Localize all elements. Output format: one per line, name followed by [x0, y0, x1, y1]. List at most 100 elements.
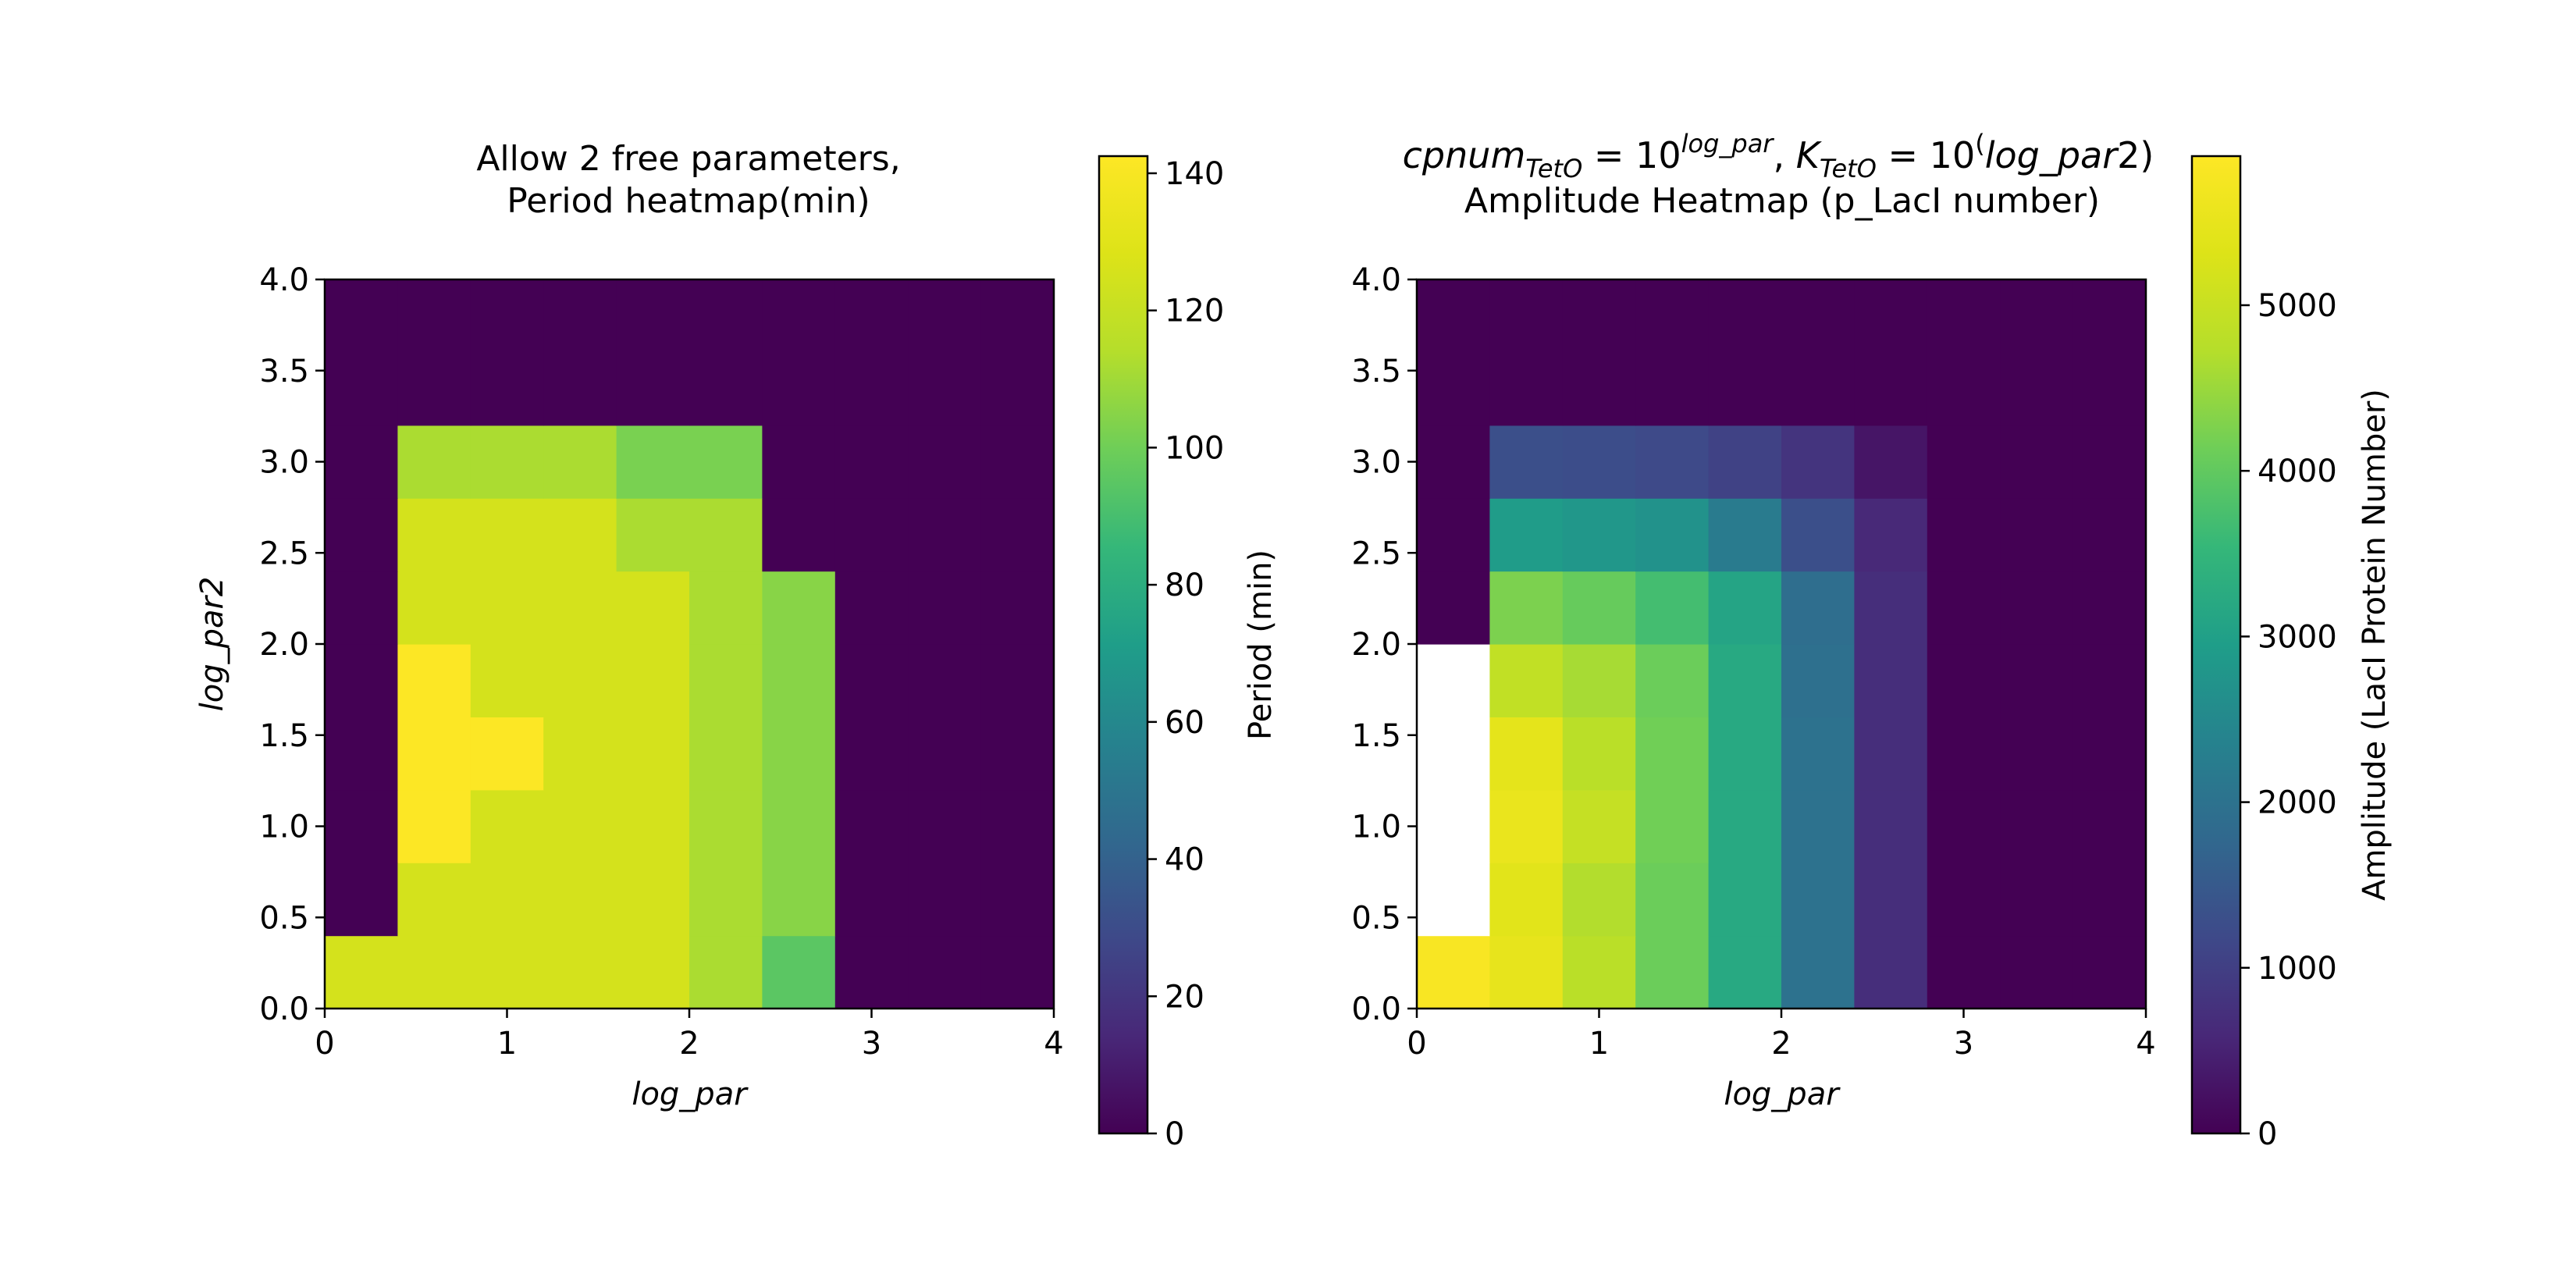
amplitude-cell: [1489, 644, 1564, 717]
period-colorbar-tick-label: 60: [1165, 705, 1204, 741]
period-cell: [908, 571, 982, 645]
period-title-line2: Period heatmap(min): [507, 181, 870, 221]
period-cell: [470, 425, 544, 499]
amplitude-colorbar: [2190, 155, 2242, 1135]
period-cell: [908, 863, 982, 937]
period-cell: [616, 717, 690, 791]
amplitude-cell: [1562, 935, 1636, 1009]
period-cell: [543, 352, 617, 426]
period-cell: [397, 863, 471, 937]
period-cell: [980, 935, 1055, 1009]
period-cell: [762, 863, 836, 937]
amplitude-heatmap-cells: [1417, 279, 2147, 1009]
amplitude-cell: [1781, 644, 1855, 717]
period-cell: [397, 571, 471, 645]
amplitude-cell: [2073, 279, 2147, 353]
amplitude-cell: [1927, 717, 2001, 791]
period-cell: [834, 498, 909, 572]
period-cell: [908, 279, 982, 353]
amplitude-colorbar-tick-label: 4000: [2258, 454, 2337, 489]
amplitude-colorbar-label: Amplitude (LacI Protein Number): [2357, 389, 2393, 901]
period-colorbar: [1098, 155, 1149, 1135]
period-cell: [834, 571, 909, 645]
period-cell: [543, 935, 617, 1009]
amplitude-cell: [1417, 425, 1490, 499]
period-cell: [908, 644, 982, 717]
amplitude-y-tick-label: 4.0: [1351, 262, 1401, 298]
amplitude-cell: [2000, 425, 2074, 499]
period-cell: [616, 279, 690, 353]
amplitude-cell: [2073, 498, 2147, 572]
period-cell: [543, 789, 617, 863]
period-cell: [980, 352, 1055, 426]
amplitude-x-tick-label: 4: [2136, 1026, 2155, 1062]
amplitude-cell: [2000, 863, 2074, 937]
period-cell: [543, 644, 617, 717]
period-colorbar-tick-label: 100: [1165, 430, 1224, 466]
amplitude-cell: [1708, 352, 1782, 426]
period-y-tick-label: 0.0: [259, 991, 309, 1027]
period-cell: [908, 498, 982, 572]
amplitude-cell: [1854, 644, 1928, 717]
amplitude-x-tick-label: 2: [1771, 1026, 1791, 1062]
amplitude-y-ticks: 0.0 0.5 1.0 1.5 2.0 2.5 3.0 3.5 4.0: [1351, 262, 1417, 1027]
period-cell: [980, 644, 1055, 717]
period-colorbar-ticks: 0 20 40 60 80 100 120 140: [1147, 156, 1224, 1152]
amplitude-cell: [1417, 498, 1490, 572]
period-cell: [397, 935, 471, 1009]
amplitude-cell: [1854, 279, 1928, 353]
period-cell: [470, 571, 544, 645]
period-y-tick-label: 1.0: [259, 809, 309, 845]
period-colorbar-tick-label: 0: [1165, 1116, 1184, 1152]
amplitude-cell: [1635, 935, 1710, 1009]
amplitude-cell: [1489, 352, 1564, 426]
amplitude-cell: [1562, 644, 1636, 717]
amplitude-cell: [2073, 863, 2147, 937]
amplitude-colorbar-tick-label: 2000: [2258, 785, 2337, 821]
amplitude-colorbar-tick-label: 3000: [2258, 619, 2337, 655]
amplitude-cell: [1854, 789, 1928, 863]
period-cell: [325, 352, 398, 426]
amplitude-cell: [1708, 425, 1782, 499]
amplitude-title-line2: Amplitude Heatmap (p_LacI number): [1464, 181, 2100, 221]
amplitude-cell: [1635, 279, 1710, 353]
amplitude-cell: [2000, 498, 2074, 572]
period-cell: [689, 425, 763, 499]
period-cell: [470, 279, 544, 353]
amplitude-cell: [1635, 717, 1710, 791]
amplitude-cell: [1708, 498, 1782, 572]
formula-part: log_par: [1985, 134, 2120, 176]
amplitude-cell: [1562, 498, 1636, 572]
period-cell: [325, 425, 398, 499]
period-colorbar-label: Period (min): [1243, 550, 1279, 740]
amplitude-cell: [1489, 789, 1564, 863]
period-y-tick-label: 2.0: [259, 627, 309, 663]
formula-part: = 10: [1877, 134, 1975, 176]
amplitude-cell: [1635, 863, 1710, 937]
amplitude-cell: [1781, 935, 1855, 1009]
period-x-ticks: 0 1 2 3 4: [315, 1009, 1064, 1062]
amplitude-y-tick-label: 3.0: [1351, 445, 1401, 481]
amplitude-cell: [1635, 789, 1710, 863]
period-cell: [689, 863, 763, 937]
amplitude-x-tick-label: 1: [1589, 1026, 1609, 1062]
period-cell: [834, 352, 909, 426]
period-cell: [616, 498, 690, 572]
period-y-tick-label: 2.5: [259, 535, 309, 571]
period-cell: [689, 717, 763, 791]
amplitude-cell: [2073, 717, 2147, 791]
period-colorbar-tick-label: 120: [1165, 294, 1224, 329]
period-cell: [834, 279, 909, 353]
period-cell: [325, 789, 398, 863]
amplitude-x-tick-label: 3: [1954, 1026, 1973, 1062]
amplitude-cell: [1781, 498, 1855, 572]
amplitude-cell: [1927, 789, 2001, 863]
period-cell: [762, 717, 836, 791]
amplitude-colorbar-tick-label: 1000: [2258, 951, 2337, 987]
amplitude-cell: [1854, 863, 1928, 937]
amplitude-cell: [1635, 352, 1710, 426]
amplitude-y-tick-label: 1.0: [1351, 809, 1401, 845]
period-cell: [762, 935, 836, 1009]
amplitude-cell: [1635, 644, 1710, 717]
